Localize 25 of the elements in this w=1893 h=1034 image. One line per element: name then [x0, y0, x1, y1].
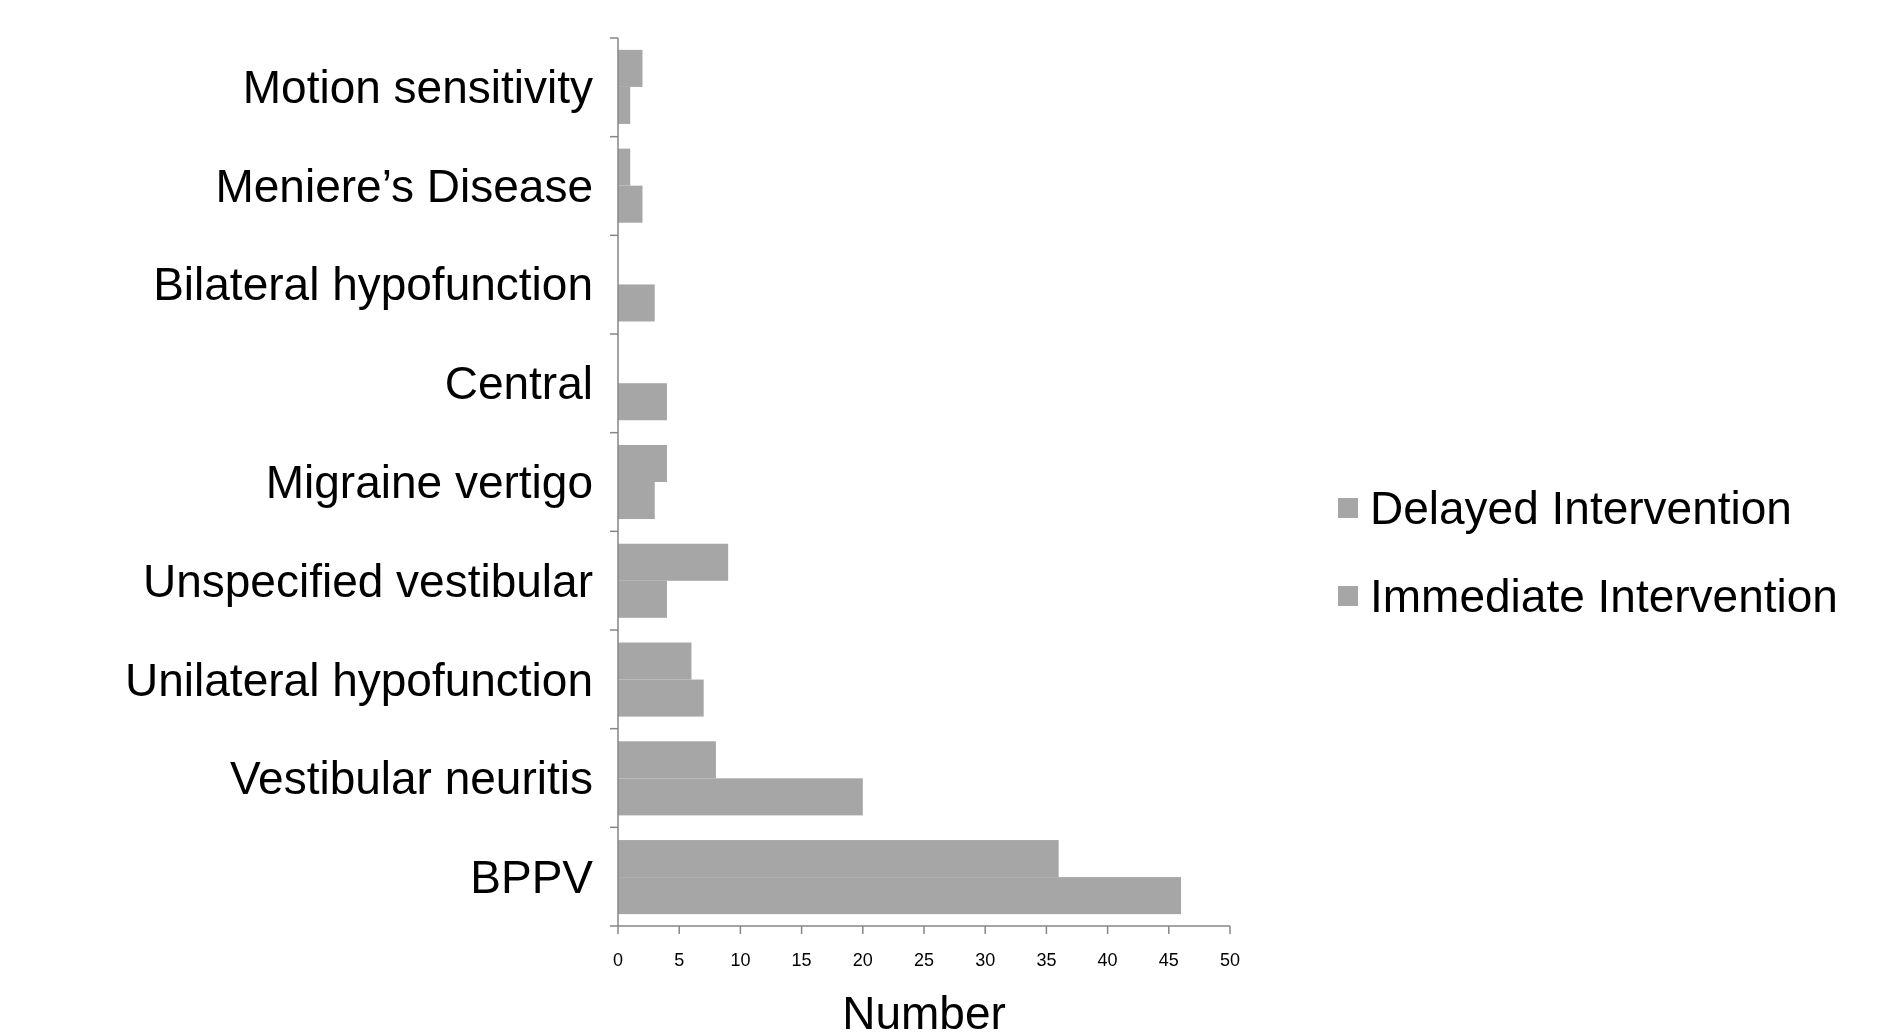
x-tick-label: 25 — [913, 950, 935, 970]
y-tick-label: Central — [444, 357, 593, 410]
x-tick-label: 20 — [852, 950, 873, 970]
y-tick-label: BPPV — [470, 851, 594, 904]
bar — [618, 284, 655, 322]
y-tick-label: Unspecified vestibular — [142, 554, 593, 607]
legend-label: Delayed Intervention — [1370, 482, 1792, 534]
x-tick-label: 5 — [674, 950, 685, 970]
y-tick-label: Meniere’s Disease — [215, 159, 593, 212]
x-tick-label: 30 — [975, 950, 996, 970]
bar — [618, 383, 667, 421]
y-tick-label: Motion sensitivity — [242, 60, 593, 113]
y-tick-label: Bilateral hypofunction — [153, 258, 593, 311]
x-tick-label: 40 — [1097, 950, 1118, 970]
x-tick-label: 45 — [1158, 950, 1179, 970]
x-tick-label: 10 — [730, 950, 751, 970]
x-tick-label: 15 — [791, 950, 812, 970]
legend-label: Immediate Intervention — [1370, 570, 1838, 622]
y-tick-label: Vestibular neuritis — [229, 752, 593, 805]
x-tick-label: 35 — [1036, 950, 1057, 970]
y-tick-label: Migraine vertigo — [265, 456, 593, 508]
x-tick-label: 0 — [612, 950, 624, 970]
x-tick-label: 50 — [1219, 950, 1241, 970]
y-tick-label: Unilateral hypofunction — [125, 653, 593, 706]
x-axis-title: Number — [842, 987, 1006, 1034]
